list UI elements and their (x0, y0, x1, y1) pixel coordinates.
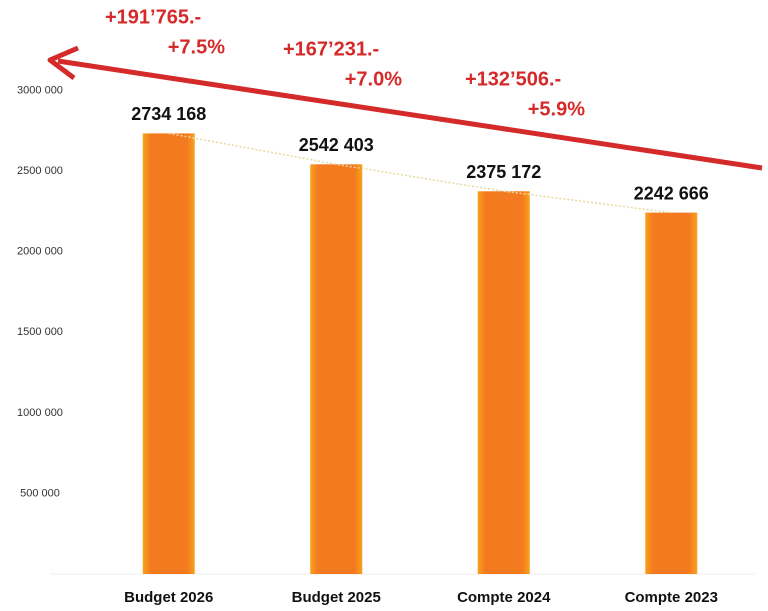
x-tick-label: Compte 2023 (625, 589, 718, 606)
y-tick-label: 500 000 (20, 487, 60, 499)
y-tick-label: 1000 000 (17, 407, 63, 419)
x-tick-label: Compte 2024 (457, 589, 551, 606)
arrow-head (47, 45, 79, 80)
y-tick-label: 3000 000 (17, 84, 63, 96)
bar (645, 212, 698, 574)
x-tick-label: Budget 2025 (292, 589, 381, 606)
bar (477, 191, 530, 574)
value-label: 2542 403 (299, 135, 374, 155)
y-tick-label: 1500 000 (17, 326, 63, 338)
bar (310, 164, 363, 574)
value-label: 2242 666 (634, 183, 709, 203)
annotation-amount: +132’506.- (465, 68, 561, 90)
annotation-percent: +7.0% (345, 68, 402, 90)
value-label: 2375 172 (466, 162, 541, 182)
annotation-amount: +167’231.- (283, 38, 379, 60)
annotation-percent: +5.9% (528, 98, 585, 120)
bar (142, 133, 195, 574)
x-tick-label: Budget 2026 (124, 589, 213, 606)
trend-line (168, 132, 672, 214)
arrow-line (57, 58, 763, 171)
y-tick-label: 2000 000 (17, 246, 63, 258)
y-tick-label: 2500 000 (17, 165, 63, 177)
value-label: 2734 168 (131, 104, 206, 124)
annotation-amount: +191’765.- (105, 6, 201, 28)
annotation-percent: +7.5% (168, 36, 225, 58)
